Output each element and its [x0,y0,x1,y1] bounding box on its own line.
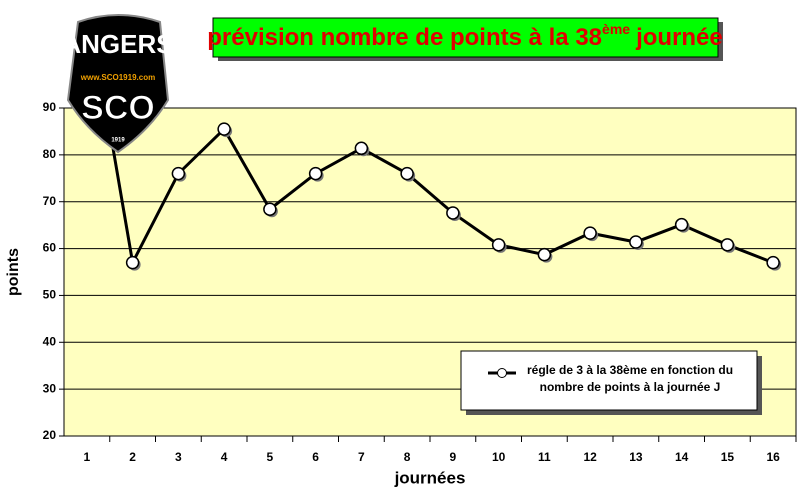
chart-title: prévision nombre de points à la 38ème jou… [207,21,723,52]
x-tick-label: 16 [766,450,780,464]
y-tick-label: 80 [43,147,57,161]
y-tick-label: 60 [43,241,57,255]
x-tick-label: 14 [675,450,689,464]
legend-marker [497,368,507,378]
logo-text: SCO [81,89,155,127]
logo-text: www.SCO1919.com [80,73,155,82]
x-tick-label: 12 [583,450,597,464]
marker [81,0,93,2]
y-tick-label: 70 [43,194,57,208]
x-tick-label: 10 [492,450,506,464]
line [104,108,774,268]
marker [354,141,369,156]
plot-clip [81,0,782,271]
legend-box [460,350,758,411]
x-tick-label: 1 [84,450,91,464]
x-tick-label: 9 [450,450,457,464]
title-box [212,17,719,58]
marker [537,247,552,262]
marker [171,166,186,181]
y-tick-label: 20 [43,428,57,442]
marker [217,122,231,136]
y-axis-label: points [5,248,22,296]
marker [446,206,460,220]
y-tick-label: 50 [43,288,57,302]
x-tick-label: 13 [629,450,643,464]
x-tick-label: 6 [312,450,319,464]
x-tick-label: 2 [129,450,136,464]
y-tick-label: 30 [43,381,57,395]
y-tick-label: 40 [43,334,57,348]
marker [766,255,780,270]
logo-text: 1919 [111,138,125,144]
x-tick-label: 4 [221,450,228,464]
x-tick-label: 5 [267,450,274,464]
marker [308,166,323,181]
logo-shield [66,14,170,154]
x-tick-label: 7 [358,450,365,464]
y-tick-label: 90 [43,100,57,114]
marker [400,166,414,181]
x-tick-label: 8 [404,450,411,464]
marker [674,217,689,232]
x-tick-label: 3 [175,450,182,464]
legend-label: régle de 3 à la 38ème en fonction du nom… [526,363,734,394]
marker-shadow [83,0,95,4]
marker [720,238,735,252]
x-tick-label: 15 [721,450,735,464]
marker [629,235,643,249]
marker [583,226,597,240]
marker [125,255,140,270]
x-tick-label: 11 [538,450,551,464]
logo-text: ANGERS [62,29,173,59]
marker [491,238,506,252]
x-axis-label: journées [394,468,466,487]
marker [263,202,277,216]
logo: ANGERS www.SCO1919.com SCO 1919 [62,14,174,154]
